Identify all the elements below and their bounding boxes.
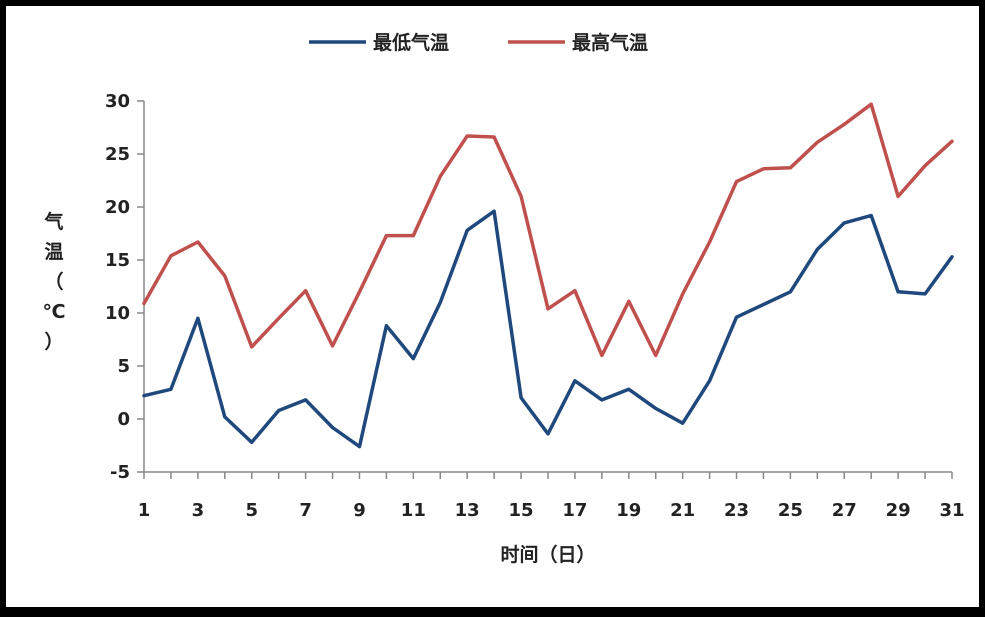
x-tick-label: 17 bbox=[562, 500, 587, 521]
y-tick-label: 15 bbox=[105, 250, 130, 271]
x-tick-label: 21 bbox=[670, 500, 695, 521]
y-axis-title-char: 气 bbox=[43, 210, 63, 233]
axes bbox=[143, 101, 952, 473]
y-axis-title-char: 温 bbox=[44, 241, 63, 263]
series-line-max-temp bbox=[142, 102, 954, 358]
y-axis-title-char: ） bbox=[44, 330, 63, 353]
x-tick-label: 27 bbox=[832, 500, 857, 521]
series-line-min-temp bbox=[142, 209, 954, 449]
x-tick-label: 19 bbox=[616, 500, 641, 521]
y-tick-label: -5 bbox=[110, 462, 130, 483]
x-tick-label: 25 bbox=[778, 500, 803, 521]
x-tick-label: 3 bbox=[192, 500, 205, 521]
legend: 最低气温 最高气温 bbox=[309, 31, 648, 54]
y-axis-ticks: -5 0 5 10 15 20 25 30 bbox=[105, 91, 144, 483]
y-axis-title-char: （ bbox=[44, 270, 63, 293]
y-axis-title-char: ℃ bbox=[42, 301, 65, 323]
x-tick-label: 13 bbox=[455, 500, 480, 521]
y-axis-title: 气温 （ ℃ ） bbox=[42, 210, 65, 353]
series-layer bbox=[142, 102, 954, 449]
legend-label-min: 最低气温 bbox=[373, 31, 449, 54]
y-tick-label: 20 bbox=[105, 197, 130, 218]
chart-frame: 最低气温 最高气温 -5 0 5 10 15 20 25 30 1 3 5 7 9 11 13 15 17 19… bbox=[6, 6, 979, 607]
legend-label-max: 最高气温 bbox=[572, 31, 648, 54]
x-tick-label: 5 bbox=[245, 500, 258, 521]
x-tick-label: 23 bbox=[724, 500, 749, 521]
x-tick-label: 11 bbox=[401, 500, 426, 521]
x-tick-label: 31 bbox=[939, 500, 964, 521]
y-tick-label: 10 bbox=[105, 303, 130, 324]
x-tick-label: 29 bbox=[886, 500, 911, 521]
x-tick-label: 7 bbox=[299, 500, 312, 521]
y-tick-label: 30 bbox=[105, 91, 130, 112]
x-tick-label: 15 bbox=[509, 500, 534, 521]
x-tick-label: 9 bbox=[353, 500, 366, 521]
y-tick-label: 25 bbox=[105, 144, 130, 165]
x-axis-title: 时间（日） bbox=[500, 543, 595, 566]
y-tick-label: 5 bbox=[117, 356, 130, 377]
x-axis-ticks: 1 3 5 7 9 11 13 15 17 19 21 23 25 27 29 31 bbox=[138, 472, 965, 521]
y-tick-label: 0 bbox=[117, 409, 130, 430]
x-tick-label: 1 bbox=[138, 500, 151, 521]
